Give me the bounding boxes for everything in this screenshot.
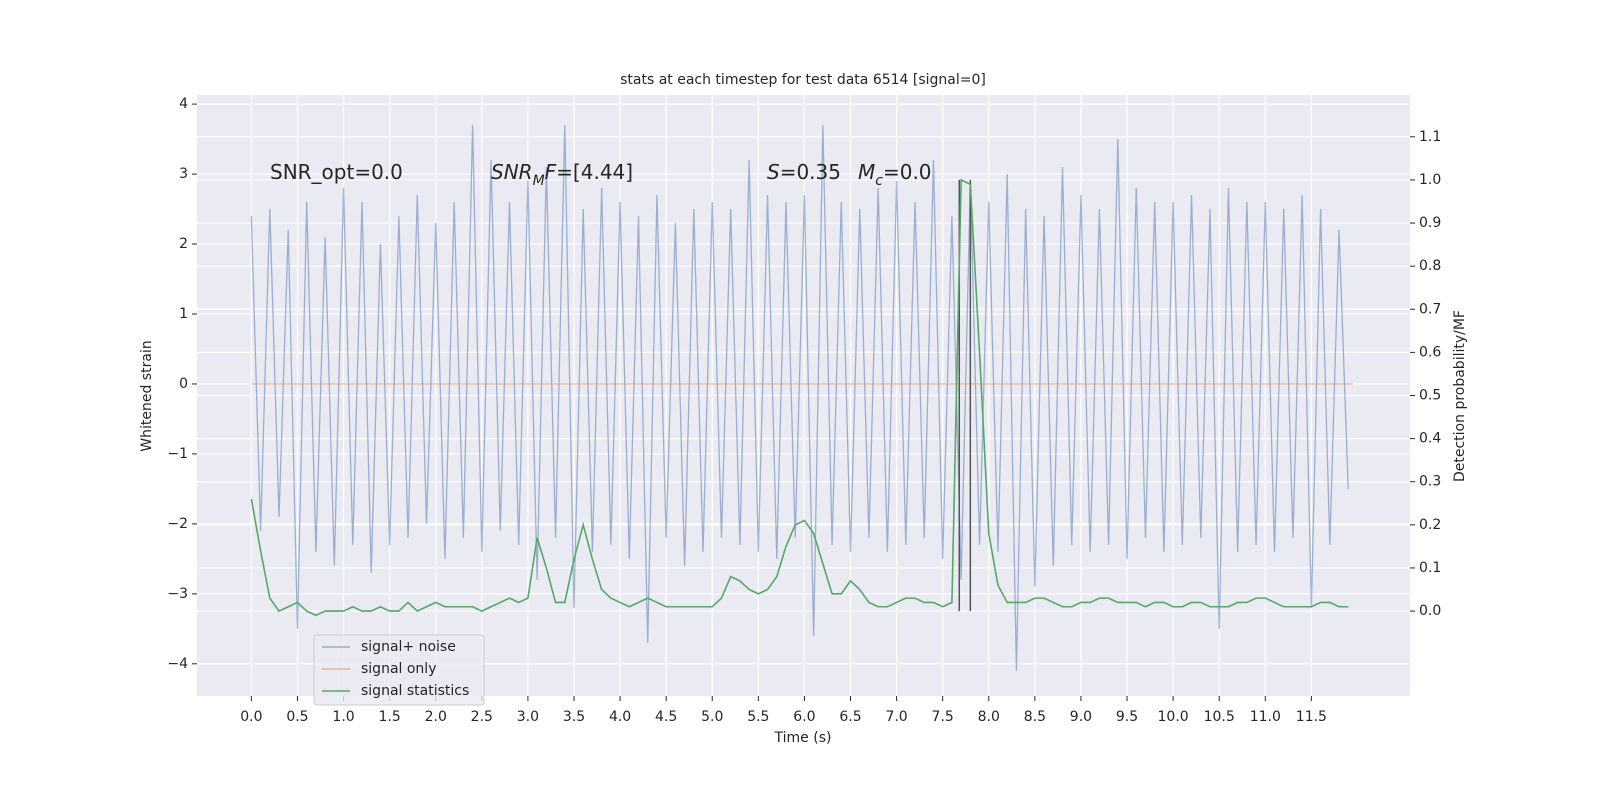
x-tick-label: 2.5 (471, 709, 493, 725)
y-tick-label: −1 (167, 446, 188, 462)
y2-tick-label: 1.0 (1419, 172, 1441, 188)
annotation-part: M (858, 160, 875, 184)
x-tick-label: 7.0 (885, 709, 907, 725)
y2-tick-label: 0.3 (1419, 474, 1441, 490)
x-tick-label: 4.0 (609, 709, 631, 725)
legend-label: signal statistics (361, 683, 469, 699)
x-axis-label: Time (s) (774, 730, 832, 746)
x-tick-label: 1.0 (332, 709, 354, 725)
y-tick-label: 1 (179, 306, 188, 322)
annotation-part: SNR (491, 160, 533, 184)
x-tick-label: 8.5 (1024, 709, 1046, 725)
x-tick-label: 6.0 (793, 709, 815, 725)
x-tick-label: 3.0 (517, 709, 539, 725)
y2-tick-label: 1.1 (1419, 129, 1441, 145)
x-tick-label: 10.0 (1158, 709, 1189, 725)
legend: signal+ noise signal only signal statistic… (313, 634, 485, 706)
x-tick-label: 5.0 (701, 709, 723, 725)
x-tick-label: 1.5 (379, 709, 401, 725)
x-tick-label: 0.5 (286, 709, 308, 725)
x-tick-label: 2.0 (425, 709, 447, 725)
annotation-part: =0.0 (883, 160, 932, 184)
x-tick-label: 7.5 (932, 709, 954, 725)
y2-tick-label: 0.6 (1419, 344, 1441, 360)
y-tick-label: −2 (167, 516, 188, 532)
y-tick-label: −3 (167, 586, 188, 602)
chart-title: stats at each timestep for test data 651… (620, 72, 986, 88)
annotation-part: SNR_opt=0.0 (270, 160, 403, 184)
x-tick-label: 8.0 (978, 709, 1000, 725)
annotation-part: M (533, 173, 545, 189)
legend-box (313, 634, 485, 706)
y2-tick-label: 0.5 (1419, 388, 1441, 404)
annotation: Mc=0.0 (858, 160, 932, 190)
series-line (250, 178, 1349, 617)
x-tick-label: 9.0 (1070, 709, 1092, 725)
annotation-part: S (767, 160, 780, 184)
annotation-part: F (545, 160, 557, 184)
y-axis-label: Whitened strain (139, 340, 155, 451)
x-tick-label: 5.5 (747, 709, 769, 725)
legend-label: signal+ noise (361, 639, 456, 655)
x-tick-label: 6.5 (839, 709, 861, 725)
y2-tick-label: 0.4 (1419, 431, 1441, 447)
x-tick-label: 4.5 (655, 709, 677, 725)
y-tick-label: 2 (179, 236, 188, 252)
annotation-part: =[4.44] (556, 160, 633, 184)
y2-tick-label: 0.7 (1419, 301, 1441, 317)
y2-tick-label: 0.1 (1419, 560, 1441, 576)
annotation: SNR_opt=0.0 (270, 160, 403, 184)
series-line (250, 125, 1349, 671)
y2-tick-label: 0.2 (1419, 517, 1441, 533)
y2-axis-label: Detection probability/MF (1452, 310, 1468, 482)
legend-label: signal only (361, 661, 436, 677)
x-tick-label: 10.5 (1204, 709, 1235, 725)
y2-tick-label: 0.9 (1419, 215, 1441, 231)
y-tick-label: −4 (167, 656, 188, 672)
x-tick-label: 11.0 (1250, 709, 1281, 725)
y2-tick-label: 0.0 (1419, 603, 1441, 619)
x-tick-label: 0.0 (240, 709, 262, 725)
annotation: SNRMF=[4.44] (491, 160, 633, 190)
x-tick-label: 11.5 (1296, 709, 1327, 725)
x-tick-label: 3.5 (563, 709, 585, 725)
y-tick-label: 3 (179, 166, 188, 182)
x-tick-label: 9.5 (1116, 709, 1138, 725)
y-tick-label: 0 (179, 376, 188, 392)
annotation-part: c (875, 173, 883, 189)
annotation: S=0.35 (767, 160, 841, 184)
annotation-part: =0.35 (780, 160, 841, 184)
y-tick-label: 4 (179, 96, 188, 112)
y2-tick-label: 0.8 (1419, 258, 1441, 274)
